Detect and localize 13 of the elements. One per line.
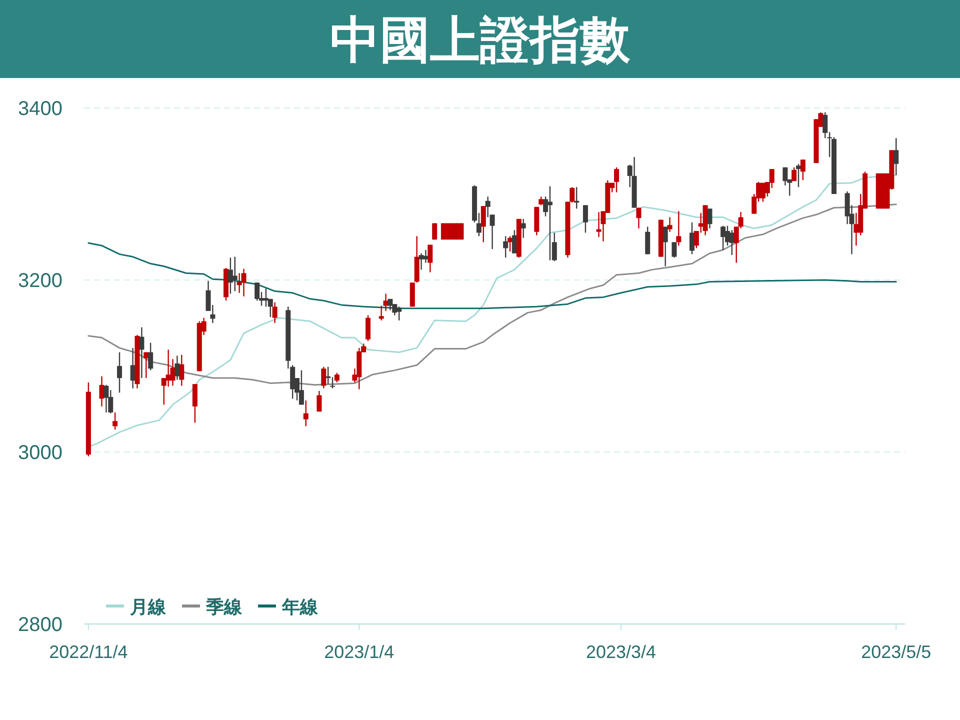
title: 中國上證指數 [0, 0, 960, 78]
x-tick-label: 2023/3/4 [586, 642, 656, 662]
y-tick-label: 3000 [18, 442, 62, 464]
x-tick-label: 2023/5/5 [861, 642, 932, 662]
y-tick-label: 3200 [18, 270, 62, 292]
x-tick-label: 2023/1/4 [324, 642, 394, 662]
chart-title: 中國上證指數 [330, 12, 631, 68]
x-tick-label: 2022/11/4 [49, 642, 128, 662]
y-tick-label: 3400 [18, 98, 62, 120]
legend-label: 年線 [281, 597, 319, 617]
legend-label: 月線 [129, 597, 167, 617]
legend-label: 季線 [205, 597, 243, 617]
y-tick-label: 2800 [18, 614, 62, 636]
